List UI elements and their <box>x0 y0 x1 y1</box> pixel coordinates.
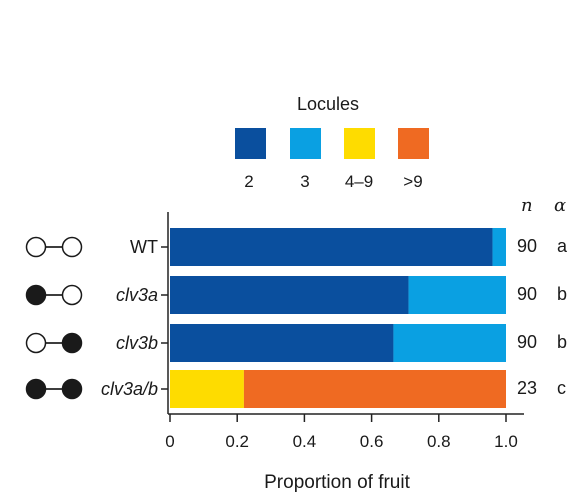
sig-letter-clv3ab: c <box>557 378 566 398</box>
bar-clv3a-3 <box>408 276 506 314</box>
axes-layer <box>161 212 524 422</box>
genotype-label-wt: WT <box>130 237 158 257</box>
bar-clv3a-2 <box>170 276 409 314</box>
open-allele-circle <box>61 284 83 306</box>
open-allele-circle <box>25 236 47 258</box>
bar-clv3a-b-4-9 <box>170 370 244 408</box>
filled-allele-circle <box>61 378 83 400</box>
x-axis-label: Proportion of fruit <box>264 472 410 493</box>
bar-clv3b-3 <box>393 324 506 362</box>
n-value-clv3a: 90 <box>517 284 538 304</box>
bars-layer <box>170 228 507 408</box>
x-tick-label: 0.2 <box>225 432 249 451</box>
x-tick-label: 0 <box>165 432 175 451</box>
alpha-column-header: α <box>554 195 567 216</box>
open-allele-circle <box>25 332 47 354</box>
filled-allele-circle <box>61 332 83 354</box>
legend-label-3: 3 <box>300 172 310 191</box>
bar-clv3a-b-gt9 <box>243 370 507 408</box>
genotype-markers <box>25 236 83 400</box>
bar-WT-3 <box>492 228 506 266</box>
legend-title: Locules <box>296 94 360 114</box>
filled-allele-circle <box>25 284 47 306</box>
genotype-label-clv3ab: clv3a/b <box>100 379 158 399</box>
x-tick-label: 0.8 <box>426 432 451 451</box>
sig-letter-clv3a: b <box>557 284 568 304</box>
genotype-label-clv3a: clv3a <box>115 285 158 305</box>
bar-WT-2 <box>170 228 493 266</box>
genotype-label-clv3b: clv3b <box>115 333 158 353</box>
n-value-clv3ab: 23 <box>517 378 538 398</box>
sig-letter-wt: a <box>557 236 568 256</box>
bar-clv3b-2 <box>170 324 394 362</box>
legend-swatch-gt9 <box>398 128 429 159</box>
open-allele-circle <box>61 236 83 258</box>
x-tick-label: 0.4 <box>292 432 317 451</box>
legend-label-4-9: 4–9 <box>344 172 374 191</box>
n-value-clv3b: 90 <box>517 332 538 352</box>
legend-swatch-3 <box>290 128 321 159</box>
filled-allele-circle <box>25 378 47 400</box>
legend-swatch-4-9 <box>344 128 375 159</box>
x-tick-label: 1.0 <box>494 432 518 451</box>
legend-swatch-2 <box>235 128 266 159</box>
legend-label-2: 2 <box>244 172 254 191</box>
sig-letter-clv3b: b <box>557 332 568 352</box>
x-tick-label: 0.6 <box>359 432 384 451</box>
n-column-header: n <box>521 195 533 216</box>
n-value-wt: 90 <box>517 236 538 256</box>
legend-label-gt9: >9 <box>403 172 423 191</box>
